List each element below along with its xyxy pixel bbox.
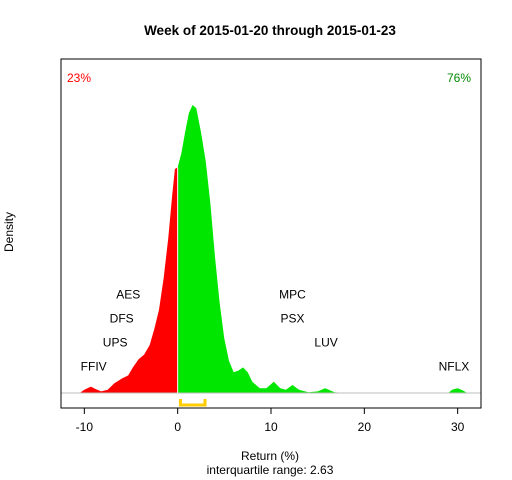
annotation-ups: UPS [103,336,128,350]
y-axis-label: Density [2,212,16,252]
x-tick-label: 0 [174,420,181,434]
annotation-mpc: MPC [279,288,306,302]
annotation-aes: AES [116,288,140,302]
negative-density-area [79,167,178,393]
x-tick-label: 20 [358,420,372,434]
positive-share-label: 76% [447,71,471,85]
x-tick-label: 30 [451,420,465,434]
x-tick-label: 10 [264,420,278,434]
annotation-dfs: DFS [110,312,134,326]
chart-title: Week of 2015-01-20 through 2015-01-23 [144,23,396,38]
iqr-bracket [178,399,207,407]
iqr-label: interquartile range: 2.63 [207,463,334,477]
annotation-ffiv: FFIV [81,360,107,374]
x-axis-label: Return (%) [241,449,299,463]
plot-area: FFIV UPS DFS AES MPC PSX LUV NFLX -10 0 10 20 30 [60,58,482,434]
annotation-luv: LUV [314,336,337,350]
plot-border [60,58,482,409]
positive-density-area [177,105,467,393]
annotation-psx: PSX [280,312,304,326]
annotation-nflx: NFLX [439,360,470,374]
x-tick-label: -10 [76,420,94,434]
negative-share-label: 23% [67,71,91,85]
